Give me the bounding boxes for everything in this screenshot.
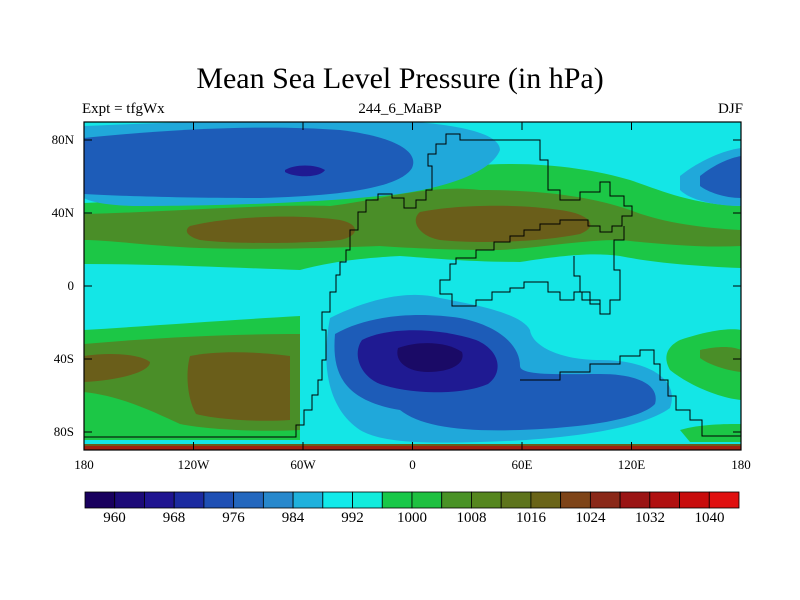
colorbar-swatch xyxy=(589,491,621,509)
lon-label-0: 0 xyxy=(409,457,416,472)
axis-ticks xyxy=(84,122,741,450)
colorbar-label-1016: 1016 xyxy=(516,510,546,526)
lon-label-120w: 120W xyxy=(177,457,210,472)
high-mid-south-east xyxy=(700,347,741,372)
colorbar-swatch xyxy=(203,491,235,509)
colorbar-swatch xyxy=(262,491,294,509)
colorbar-swatch xyxy=(441,491,472,509)
low-north-3 xyxy=(285,165,325,177)
colorbar-label-1040: 1040 xyxy=(694,510,725,526)
high-band-south-east xyxy=(666,329,741,400)
low-north-east-2 xyxy=(700,156,741,198)
coastline-inland-sea xyxy=(573,256,600,305)
colorbar-label-1032: 1032 xyxy=(635,510,665,526)
colorbar-swatch xyxy=(560,491,591,509)
pressure-field xyxy=(84,122,741,450)
lon-label-60e: 60E xyxy=(511,457,533,472)
season-label: DJF xyxy=(717,101,743,117)
colorbar-swatch xyxy=(84,491,116,509)
high-core-south-west xyxy=(84,354,150,382)
high-core-south xyxy=(187,352,290,421)
colorbar-swatch xyxy=(530,491,562,509)
colorbar-swatch xyxy=(500,491,532,509)
lon-label-180e: 180 xyxy=(731,457,751,472)
colorbar-swatch xyxy=(173,491,205,509)
coastlines xyxy=(84,133,741,438)
map-title: Mean Sea Level Pressure (in hPa) xyxy=(196,62,604,95)
lat-label-40s: 40S xyxy=(53,351,74,366)
colorbar-swatch xyxy=(381,491,413,509)
colorbar-swatch xyxy=(411,491,443,509)
colorbar-swatch xyxy=(352,491,383,509)
colorbar-swatch xyxy=(144,491,175,509)
lat-label-80n: 80N xyxy=(51,132,74,147)
coastline-americas xyxy=(84,133,633,438)
colorbar-label-1008: 1008 xyxy=(456,510,487,526)
colorbar-swatch xyxy=(649,491,680,509)
colorbar-label-1000: 1000 xyxy=(397,510,427,526)
colorbar-swatch xyxy=(708,491,740,509)
colorbar-swatch xyxy=(619,491,651,509)
colorbar-swatch xyxy=(233,491,264,509)
experiment-label: Expt = tfgWx xyxy=(82,101,165,117)
colorbar-label-992: 992 xyxy=(341,510,364,526)
lat-label-0: 0 xyxy=(67,278,75,293)
colorbar-label-976: 976 xyxy=(222,510,245,526)
high-core-north xyxy=(186,216,355,243)
colorbar-swatch xyxy=(471,491,502,509)
lon-label-60w: 60W xyxy=(290,457,316,472)
period-label: 244_6_MaBP xyxy=(358,101,442,117)
colorbar-swatch xyxy=(679,491,710,509)
coastline-antarctica-ridge xyxy=(520,349,741,437)
lon-label-180w: 180 xyxy=(74,457,94,472)
colorbar-label-1024: 1024 xyxy=(575,510,606,526)
colorbar-label-960: 960 xyxy=(103,510,126,526)
lon-label-120e: 120E xyxy=(617,457,646,472)
low-north-2 xyxy=(84,127,414,198)
colorbar-swatch xyxy=(292,491,324,509)
colorbar-swatch xyxy=(322,491,353,509)
high-core-north-east xyxy=(415,205,591,242)
lat-label-80s: 80S xyxy=(53,424,74,439)
colorbar-label-984: 984 xyxy=(281,510,305,526)
colorbar-swatch xyxy=(114,491,145,509)
high-band-south-corner xyxy=(680,424,741,442)
colorbar-label-968: 968 xyxy=(162,510,186,526)
low-south-core xyxy=(397,343,463,372)
lat-label-40n: 40N xyxy=(51,205,74,220)
colorbar xyxy=(84,491,740,509)
